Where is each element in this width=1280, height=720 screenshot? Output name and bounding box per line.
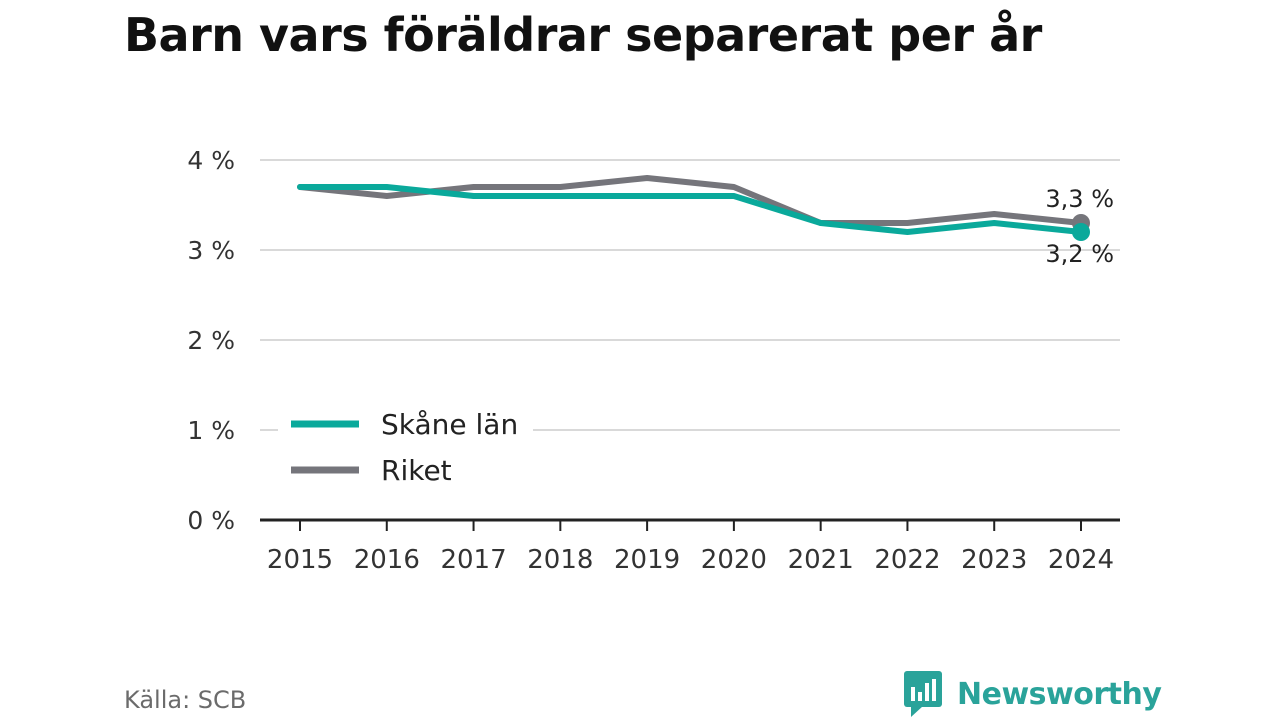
x-tick-label: 2015: [267, 545, 333, 575]
legend-background: [278, 398, 533, 498]
y-tick-label: 4 %: [187, 146, 235, 175]
x-tick-label: 2024: [1048, 545, 1114, 575]
series-end-point: [1072, 223, 1090, 241]
newsworthy-logo: Newsworthy: [903, 670, 1162, 718]
x-tick-label: 2020: [701, 545, 767, 575]
x-tick-label: 2021: [788, 545, 854, 575]
x-tick-label: 2017: [440, 545, 506, 575]
legend-label: Skåne län: [381, 408, 518, 441]
y-axis-ticks: 0 % 1 % 2 % 3 % 4 %: [187, 146, 235, 535]
y-tick-label: 0 %: [187, 506, 235, 535]
source-note: Källa: SCB: [124, 686, 247, 714]
y-tick-label: 1 %: [187, 416, 235, 445]
series-lines: [297, 175, 1090, 241]
chart-title: Barn vars föräldrar separerat per år: [124, 8, 1042, 62]
x-tick-label: 2019: [614, 545, 680, 575]
series-line: [297, 175, 1084, 226]
legend-label: Riket: [381, 454, 452, 487]
y-tick-label: 2 %: [187, 326, 235, 355]
end-value-label: 3,2 %: [1045, 240, 1114, 268]
series-line: [297, 184, 1084, 235]
end-labels: 3,3 % 3,2 %: [1045, 185, 1114, 268]
x-tick-label: 2018: [527, 545, 593, 575]
brand-name: Newsworthy: [957, 676, 1162, 712]
grid-lines: [260, 159, 1120, 431]
end-value-label: 3,3 %: [1045, 185, 1114, 213]
x-tick-label: 2016: [354, 545, 420, 575]
x-tick-label: 2023: [961, 545, 1027, 575]
legend: Skåne län Riket: [291, 408, 518, 487]
bar-chart-speech-bubble-icon: [904, 671, 942, 717]
x-axis: 2015 2016 2017 2018 2019 2020 2021 2022 2023 2024: [260, 518, 1120, 575]
y-tick-label: 3 %: [187, 236, 235, 265]
legend-backdrop: [278, 398, 533, 498]
x-tick-label: 2022: [874, 545, 940, 575]
